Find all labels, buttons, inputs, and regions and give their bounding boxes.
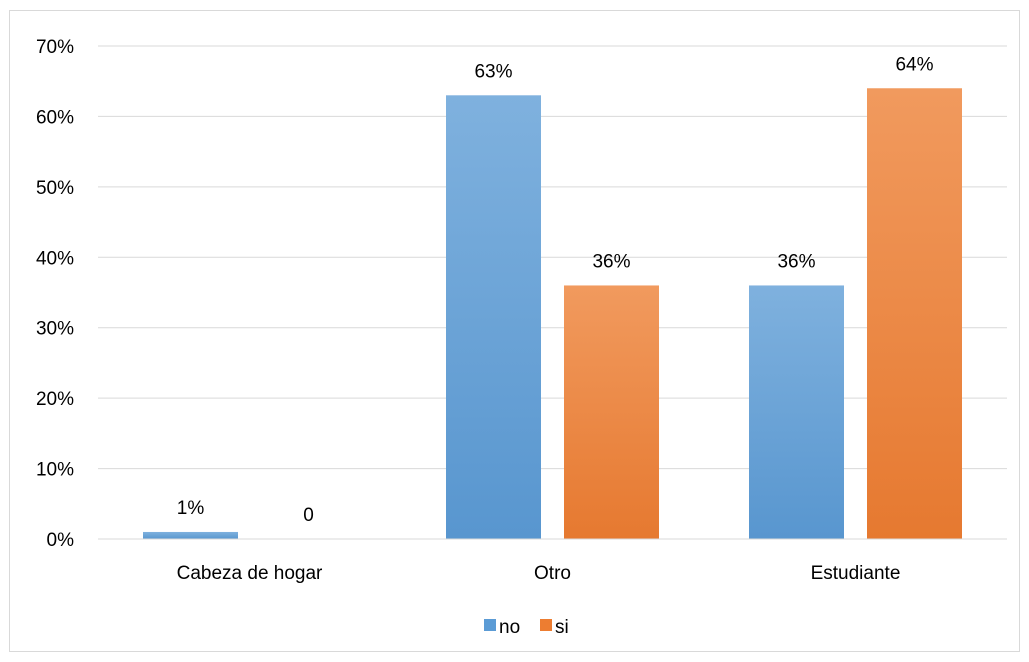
data-labels: 1% 0 63% 36% 36% 64% [177, 54, 934, 526]
y-tick-label: 20% [36, 389, 74, 410]
bar-si [867, 88, 962, 539]
category-label: Cabeza de hogar [177, 563, 323, 584]
bars [143, 88, 962, 540]
data-label: 36% [592, 251, 630, 272]
gridlines [98, 45, 1007, 470]
y-tick-label: 0% [47, 530, 75, 551]
bar-no [749, 285, 844, 539]
legend-swatch-no [484, 619, 496, 631]
y-tick-label: 40% [36, 248, 74, 269]
bar-no [143, 531, 238, 539]
category-labels: Cabeza de hogar Otro Estudiante [177, 563, 901, 584]
legend-label-no: no [499, 617, 520, 638]
y-tick-label: 50% [36, 178, 74, 199]
y-tick-label: 30% [36, 319, 74, 340]
category-label: Estudiante [811, 563, 901, 584]
bar-no [446, 95, 541, 540]
legend: no si [484, 617, 569, 638]
legend-swatch-si [540, 619, 552, 631]
y-tick-label: 60% [36, 107, 74, 128]
category-label: Otro [534, 563, 571, 584]
data-label: 0 [303, 505, 314, 526]
y-tick-label: 10% [36, 460, 74, 481]
bar-si [564, 285, 659, 539]
data-label: 63% [474, 61, 512, 82]
data-label: 36% [777, 251, 815, 272]
y-axis-ticks: 0% 10% 20% 30% 40% 50% 60% 70% [36, 37, 74, 551]
data-label: 1% [177, 498, 205, 519]
legend-label-si: si [555, 617, 569, 638]
data-label: 64% [895, 54, 933, 75]
y-tick-label: 70% [36, 37, 74, 58]
